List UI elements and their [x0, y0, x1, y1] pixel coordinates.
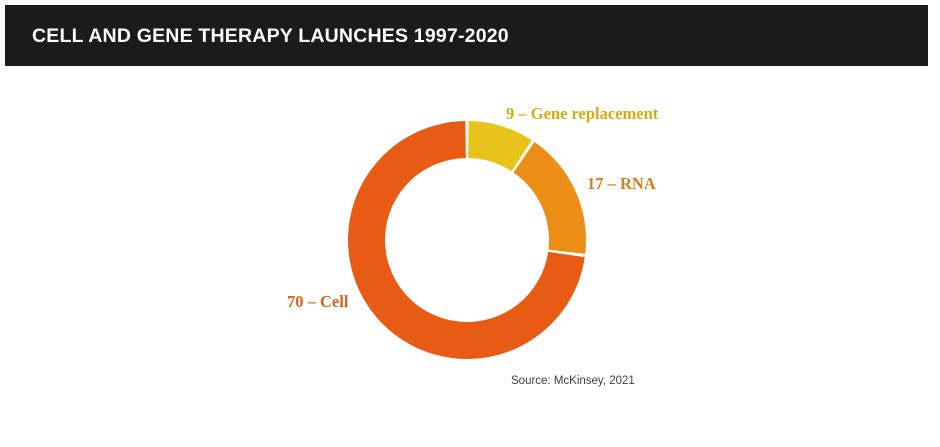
slice-label-gene-replacement: 9 – Gene replacement: [506, 104, 659, 123]
donut-slice-cell[interactable]: [348, 121, 585, 360]
donut-slice-gene-replacement[interactable]: [468, 121, 532, 172]
donut-slice-rna[interactable]: [513, 141, 586, 254]
slice-label-rna: 17 – RNA: [587, 174, 656, 193]
chart-area: 9 – Gene replacement 17 – RNA 70 – Cell …: [0, 66, 940, 447]
donut-chart: [347, 120, 587, 360]
source-note: Source: McKinsey, 2021: [511, 375, 635, 387]
donut-slice-group: [348, 121, 586, 360]
page-title: CELL AND GENE THERAPY LAUNCHES 1997-2020: [32, 25, 509, 47]
header-band: CELL AND GENE THERAPY LAUNCHES 1997-2020: [5, 5, 928, 66]
donut-chart-svg: [348, 121, 586, 360]
slice-label-cell: 70 – Cell: [287, 292, 349, 311]
